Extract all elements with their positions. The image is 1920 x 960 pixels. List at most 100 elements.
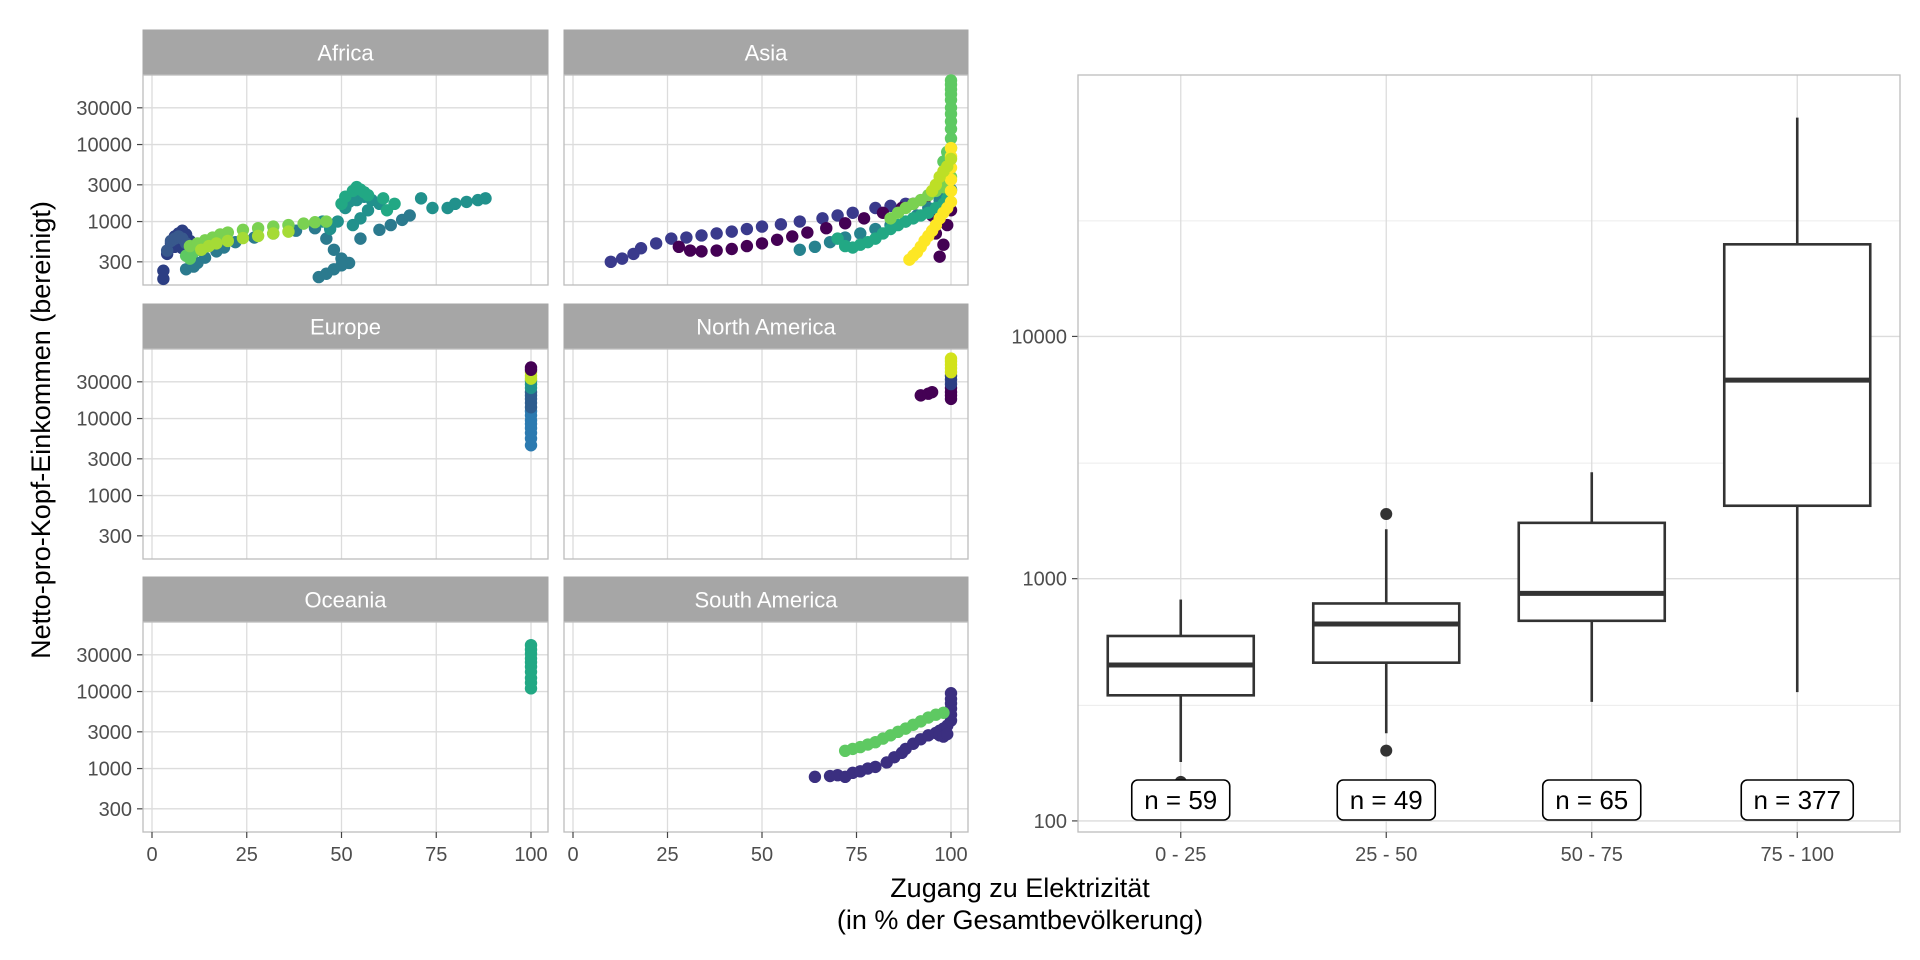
- box-iqr: [1517, 521, 1667, 623]
- facet-strip: [563, 576, 969, 623]
- facet-panel-border: [142, 348, 549, 560]
- facet-strip-label: Europe: [310, 315, 381, 340]
- data-point: [251, 229, 265, 243]
- data-point: [838, 217, 852, 230]
- count-label: n = 65: [1555, 785, 1628, 815]
- x-tick-label: 75: [425, 844, 447, 866]
- data-point: [944, 687, 958, 700]
- y-tick-label: 1000: [88, 486, 133, 508]
- data-point: [160, 244, 174, 257]
- data-point: [282, 225, 295, 238]
- data-point: [944, 173, 958, 186]
- data-point: [801, 226, 814, 239]
- y-tick-label: 1000: [1023, 569, 1068, 591]
- data-point: [925, 385, 939, 399]
- x-tick-label: 0: [567, 844, 578, 866]
- data-point: [524, 638, 538, 652]
- data-point: [831, 209, 844, 222]
- data-point: [672, 240, 686, 254]
- facet-europe: Europe 300 1000 3000 10000 30000: [76, 303, 549, 560]
- data-point: [604, 255, 617, 269]
- data-point: [755, 237, 769, 250]
- x-tick-label: 100: [934, 844, 967, 866]
- y-tick-label: 3000: [88, 175, 133, 197]
- count-label-box: [1740, 779, 1855, 821]
- count-label: n = 59: [1144, 785, 1217, 815]
- data-point: [808, 770, 822, 784]
- facet-panel-bg: [564, 349, 968, 559]
- x-axis-label-line1: Zugang zu Elektrizität: [890, 873, 1150, 903]
- data-point: [426, 201, 439, 215]
- data-point: [710, 244, 723, 257]
- facet-panel-border: [142, 621, 549, 833]
- y-tick-label: 3000: [88, 449, 133, 471]
- data-point: [327, 243, 341, 256]
- x-tick-label: 75 - 100: [1761, 844, 1834, 866]
- data-point: [755, 220, 769, 233]
- data-point: [857, 212, 871, 225]
- box-75---100: [1722, 117, 1872, 693]
- data-point: [384, 218, 397, 232]
- y-tick-label: 300: [99, 526, 132, 548]
- data-point: [793, 243, 806, 256]
- facet-panel-bg: [143, 349, 548, 559]
- data-point: [361, 204, 375, 217]
- facet-panel-border: [142, 74, 549, 286]
- data-point: [373, 223, 386, 237]
- y-tick-label: 30000: [76, 645, 132, 667]
- data-point: [944, 141, 958, 155]
- data-point: [786, 230, 799, 243]
- data-point: [725, 225, 738, 238]
- data-point: [414, 192, 428, 205]
- y-tick-label: 3000: [88, 722, 133, 744]
- data-point: [524, 361, 538, 374]
- data-point: [680, 231, 693, 244]
- data-point: [479, 192, 492, 205]
- y-tick-label: 30000: [76, 372, 132, 394]
- facet-strip: [563, 29, 969, 76]
- facet-strip-label: South America: [694, 588, 838, 613]
- data-point: [665, 232, 678, 245]
- x-tick-label: 75: [845, 844, 867, 866]
- facet-asia: Asia: [563, 29, 969, 286]
- data-point: [944, 132, 958, 145]
- data-point: [615, 252, 629, 265]
- x-tick-label: 50: [330, 844, 352, 866]
- x-tick-label: 25: [236, 844, 258, 866]
- box-iqr: [1722, 243, 1872, 508]
- data-point: [460, 195, 473, 209]
- count-label-box: [1336, 779, 1437, 821]
- data-point: [944, 152, 958, 166]
- x-axis-label-line2: (in % der Gesamtbevölkerung): [837, 905, 1203, 935]
- box-50---75: [1517, 472, 1667, 702]
- data-point: [816, 212, 829, 225]
- count-label-box: [1130, 779, 1231, 821]
- data-point: [236, 231, 250, 245]
- facet-strip-label: Asia: [745, 41, 789, 66]
- y-tick-label: 10000: [76, 682, 132, 704]
- data-point: [695, 229, 708, 242]
- facet-north-america: North America: [563, 303, 969, 560]
- facet-panel-border: [563, 621, 969, 833]
- facet-scatter-panels: Africa300100030001000030000AsiaEurope300…: [76, 29, 969, 866]
- boxplot-panel: 100 1000 10000 n = 59 n = 49 n = 65 n = 377 0 -…: [1011, 74, 1901, 866]
- count-label: n = 377: [1754, 785, 1841, 815]
- facet-panel-bg: [143, 622, 548, 832]
- y-tick-label: 300: [99, 252, 132, 274]
- y-axis-label: Netto-pro-Kopf-Einkommen (bereinigt): [26, 201, 56, 659]
- data-point: [820, 221, 833, 235]
- facet-panel-border: [563, 348, 969, 560]
- data-point: [944, 184, 958, 198]
- data-point: [380, 204, 394, 217]
- x-tick-label: 25 - 50: [1355, 844, 1417, 866]
- y-tick-label: 1000: [88, 212, 133, 234]
- data-point: [649, 237, 663, 250]
- data-point: [854, 227, 867, 240]
- data-point: [157, 264, 170, 277]
- data-point: [210, 237, 223, 250]
- box-25---50: [1311, 507, 1461, 757]
- data-point: [221, 234, 234, 248]
- facet-strip: [142, 29, 549, 76]
- data-point: [683, 244, 697, 257]
- data-point: [297, 217, 310, 230]
